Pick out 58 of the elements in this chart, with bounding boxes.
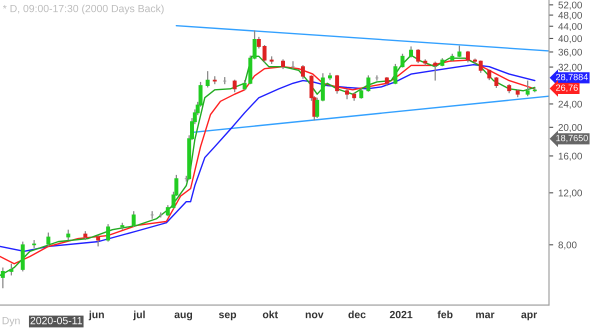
y-tick-label: 36,00 xyxy=(558,48,582,57)
candlestick xyxy=(232,79,237,93)
candlestick xyxy=(416,48,420,64)
y-tick-label: 8,00 xyxy=(558,242,577,250)
candlestick xyxy=(345,88,350,100)
candlestick xyxy=(0,266,5,289)
candlestick xyxy=(206,70,210,88)
y-tick-label: 16,00 xyxy=(558,152,582,161)
candlestick xyxy=(281,58,286,70)
chart-title: * D, 09:00-17:30 (2000 Days Back) xyxy=(2,4,164,14)
candlestick xyxy=(315,97,320,119)
text: 18,7650 xyxy=(556,134,588,142)
candlestick xyxy=(335,74,340,94)
x-tick-label: 2021 xyxy=(390,310,412,318)
candlestick xyxy=(457,45,462,58)
text: 2020-05-11 xyxy=(30,316,82,324)
candlestick xyxy=(320,72,325,102)
candlestick xyxy=(507,84,512,94)
y-tick-label: 20,00 xyxy=(558,124,582,132)
candlestick xyxy=(46,232,50,248)
y-tick-label: 40,00 xyxy=(558,35,582,44)
y-tick-label: 44,00 xyxy=(558,22,582,32)
candlestick xyxy=(242,80,247,91)
candlestick xyxy=(96,234,100,248)
x-tick-label: okt xyxy=(262,310,278,318)
y-tick-label: 32,00 xyxy=(558,64,582,72)
y-tick-label: 12,00 xyxy=(558,190,582,198)
x-tick-label: aug xyxy=(174,312,192,320)
candlestick xyxy=(487,68,492,81)
candlestick xyxy=(300,64,305,80)
candlestick xyxy=(106,223,110,242)
candlestick xyxy=(526,80,530,97)
candlestick xyxy=(366,74,370,92)
text: 26,76 xyxy=(556,84,578,92)
x-tick-label: nov xyxy=(306,312,324,318)
candlestick xyxy=(9,263,14,276)
x-tick-label: mar xyxy=(476,312,494,318)
candlestick xyxy=(393,63,398,85)
text: 28,7884 xyxy=(556,74,588,82)
candlestick xyxy=(32,239,36,249)
candlestick xyxy=(132,210,136,228)
x-tick-label: jul xyxy=(133,310,145,320)
candlestick xyxy=(433,60,438,82)
x-tick-label: feb xyxy=(438,310,453,318)
candlestick xyxy=(400,53,404,68)
y-tick-label: 48,00 xyxy=(558,12,582,20)
x-tick-label: apr xyxy=(521,312,538,320)
x-tick-label: sep xyxy=(218,312,236,320)
candlestick xyxy=(212,76,217,85)
candlestick xyxy=(466,50,470,63)
text: Dyn xyxy=(2,317,20,326)
candlestick xyxy=(66,229,70,241)
y-tick-label: 52,00 xyxy=(558,2,582,10)
y-tick-label: 24,00 xyxy=(558,100,582,109)
candlestick xyxy=(494,76,498,89)
candlestick xyxy=(409,46,414,58)
x-tick-label: dec xyxy=(348,310,366,318)
x-tick-label: jun xyxy=(88,310,104,320)
